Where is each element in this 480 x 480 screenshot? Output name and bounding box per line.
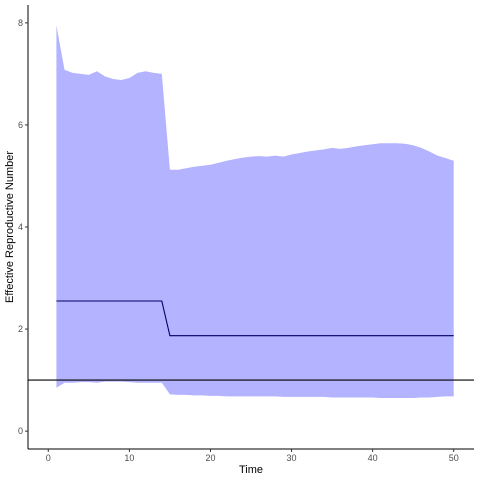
x-tick-label: 30 [287, 453, 297, 463]
y-tick-label: 6 [18, 120, 23, 130]
y-axis-title: Effective Reproductive Number [4, 151, 16, 303]
confidence-band [56, 25, 454, 399]
y-tick-label: 8 [18, 18, 23, 28]
y-tick-label: 0 [18, 426, 23, 436]
series-line [56, 300, 454, 337]
y-tick-label: 2 [18, 324, 23, 334]
x-ticks: 0 10 20 30 40 50 [46, 449, 459, 463]
y-tick-label: 4 [18, 222, 23, 232]
x-tick-label: 50 [449, 453, 459, 463]
x-tick-label: 10 [124, 453, 134, 463]
x-tick-label: 20 [205, 453, 215, 463]
x-tick-label: 0 [46, 453, 51, 463]
plot-area [28, 25, 474, 399]
x-tick-label: 40 [368, 453, 378, 463]
x-axis-title: Time [239, 464, 263, 476]
y-ticks: 0 2 4 6 8 [18, 18, 28, 436]
